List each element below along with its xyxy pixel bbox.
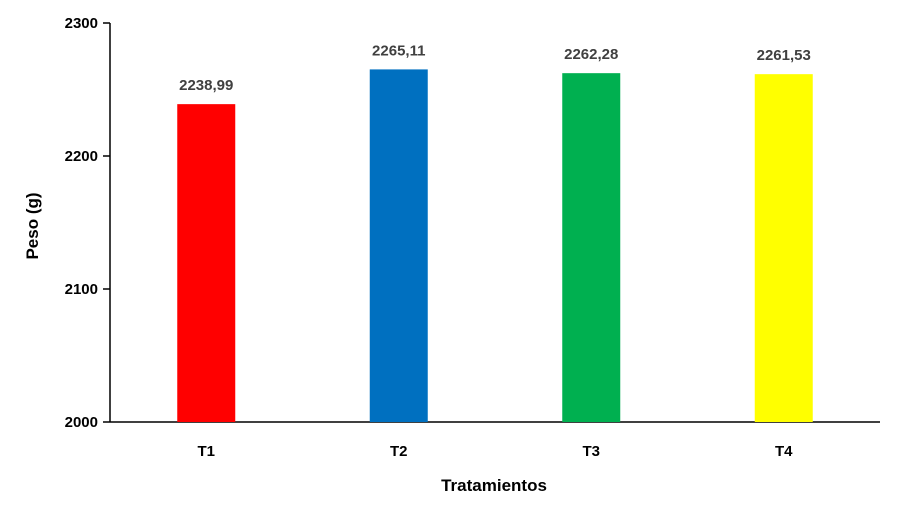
x-tick-label: T4 [775,443,793,460]
y-tick-label: 2200 [65,148,98,165]
data-label: 2265,11 [372,42,425,59]
bar-t4 [754,74,813,422]
y-axis-title: Peso (g) [23,192,42,259]
bars [177,69,813,423]
data-label: 2261,53 [757,47,811,64]
x-tick-label: T2 [390,443,408,460]
x-tick-label: T3 [582,443,600,460]
data-labels: 2238,99 2265,11 2262,28 2261,53 [179,42,811,94]
y-axis: 2000 2100 2200 2300 [65,15,111,431]
y-tick-label: 2100 [65,281,98,298]
bar-t1 [177,104,236,422]
x-axis: T1 T2 T3 T4 [110,421,880,460]
bar-t3 [562,73,621,422]
data-label: 2238,99 [179,77,233,94]
x-axis-title: Tratamientos [441,476,547,495]
y-tick-label: 2000 [65,414,98,431]
x-tick-label: T1 [197,443,215,460]
y-tick-label: 2300 [65,15,98,32]
data-label: 2262,28 [564,46,618,63]
bar-t2 [369,69,428,423]
